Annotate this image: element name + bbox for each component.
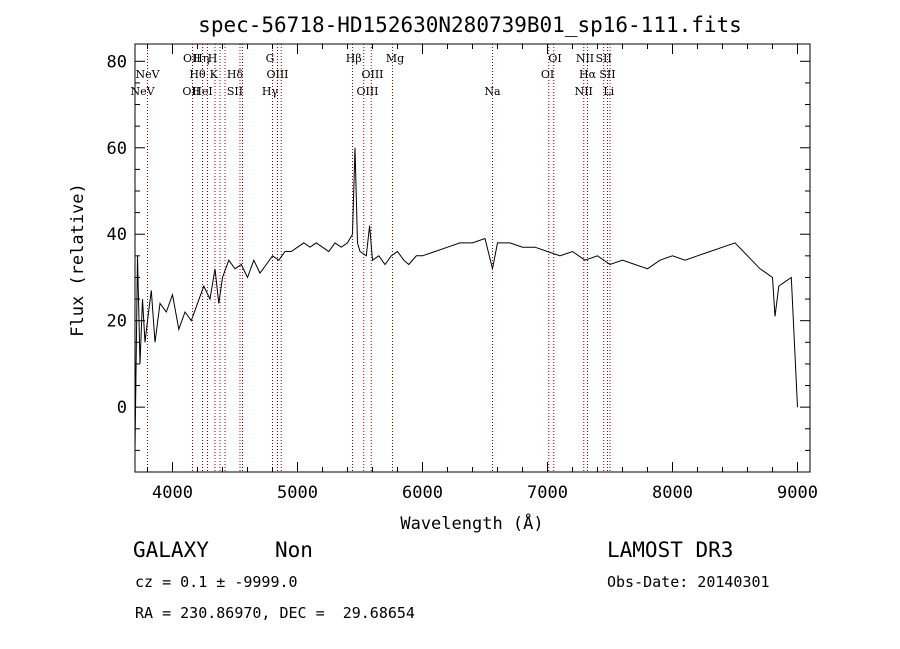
x-tick-label: 4000 (152, 483, 193, 503)
y-tick-label: 80 (107, 52, 127, 72)
spectral-line-label: G (266, 52, 275, 65)
spectral-line-label: Hγ (262, 85, 279, 98)
x-tick-label: 9000 (777, 483, 818, 503)
plot-frame (134, 43, 811, 473)
spectral-line-label: Hδ (227, 68, 244, 81)
spectral-line-label: OII (183, 52, 201, 65)
y-axis-label: Flux (relative) (68, 183, 88, 337)
survey-label: LAMOST DR3 (607, 538, 734, 562)
spectral-line-label: Hα (579, 68, 597, 81)
spectral-line-label: K (210, 68, 219, 81)
chart-title: spec-56718-HD152630N280739B01_sp16-111.f… (198, 13, 742, 37)
spectral-line-label: SII (599, 68, 615, 81)
spectral-line-label: NeV (135, 68, 160, 81)
plot-border (134, 43, 811, 473)
spectral-line-label: OIII (266, 68, 288, 81)
y-tick-label: 20 (107, 312, 127, 332)
spectral-line-label: Hη (193, 52, 209, 65)
spectral-line-label: Li (603, 85, 614, 98)
spectral-line-label: OIII (361, 68, 383, 81)
x-tick-label: 6000 (402, 483, 443, 503)
x-tick-label: 7000 (527, 483, 568, 503)
spectral-line-label: OII (182, 85, 200, 98)
y-tick-label: 40 (107, 225, 127, 245)
spectral-line-label: Hθ (189, 68, 206, 81)
spectral-line-label: OI (541, 68, 554, 81)
spectral-line-label: SII (596, 52, 612, 65)
object-class-label: GALAXY (133, 538, 209, 562)
spectral-line-label: OIII (356, 85, 378, 98)
object-subclass-label: Non (275, 538, 313, 562)
spectrum-line (134, 147, 798, 451)
spectral-line-label: SII (227, 85, 243, 98)
spectral-line-markers (147, 44, 611, 472)
spectral-line-label: H (208, 52, 218, 65)
spectral-line-label: NII (576, 52, 594, 65)
y-tick-label: 60 (107, 139, 127, 159)
redshift-text: cz = 0.1 ± -9999.0 (135, 573, 298, 591)
x-axis-label: Wavelength (Å) (400, 512, 543, 534)
spectral-line-label: Hβ (346, 52, 362, 65)
spectral-line-label: HeI (192, 85, 212, 98)
spectral-line-label: Mg (386, 52, 404, 65)
spectral-line-label: NII (575, 85, 593, 98)
spectral-line-label: Na (484, 85, 501, 98)
x-tick-label: 5000 (277, 483, 318, 503)
observation-date: Obs-Date: 20140301 (607, 573, 770, 591)
spectral-line-label: NeV (130, 85, 155, 98)
x-tick-label: 8000 (652, 483, 693, 503)
y-tick-label: 0 (117, 398, 127, 418)
spectral-line-label: OI (548, 52, 561, 65)
coordinates-text: RA = 230.86970, DEC = 29.68654 (135, 604, 415, 622)
spectrum-series (134, 147, 798, 451)
axis-ticks: 4000 5000 6000 7000 8000 9000 0 20 40 60 80 (107, 44, 818, 503)
